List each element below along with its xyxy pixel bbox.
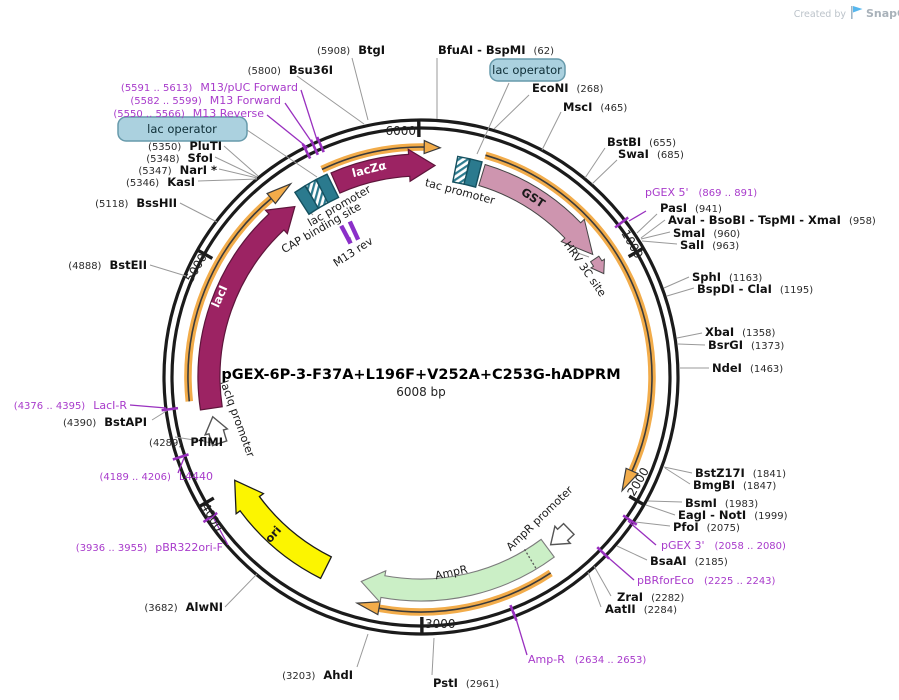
site-label-bsrgi[interactable]: BsrGI (1373) [708, 338, 784, 352]
site-label-kasi[interactable]: (5346) KasI [126, 175, 195, 189]
site-label-bmgbi[interactable]: BmgBI (1847) [693, 478, 776, 492]
snapgene-credit: Created by SnapGene [794, 6, 899, 20]
site-label-bsu36i[interactable]: (5800) Bsu36I [248, 63, 333, 77]
site-label-msci[interactable]: MscI (465) [563, 100, 627, 114]
feature-label-laciq-promoter[interactable]: lacIq promoter [217, 379, 257, 460]
site-label-pflmi[interactable]: (4289) PflMI [149, 435, 223, 449]
site-label-swai[interactable]: SwaI (685) [618, 147, 684, 161]
primer-label-pbr322ori-f[interactable]: (3936 .. 3955) pBR322ori-F [76, 541, 223, 554]
site-label-aatii[interactable]: AatII (2284) [605, 602, 677, 616]
credit-prefix-text: Created by [794, 9, 847, 20]
site-label-pluti[interactable]: (5350) PluTI [148, 139, 222, 153]
m13-rev-primer-bar[interactable] [347, 220, 361, 241]
ampr-feature-arc[interactable] [360, 538, 556, 604]
plasmid-length: 6008 bp [396, 385, 446, 399]
site-label-ahdi[interactable]: (3203) AhdI [282, 668, 353, 682]
primer-label-pgex3[interactable]: pGEX 3' (2058 .. 2080) [661, 539, 786, 552]
feature-label-m13-rev[interactable]: M13 rev [331, 234, 376, 269]
site-label-alwni[interactable]: (3682) AlwNI [144, 600, 223, 614]
primer-label-pgex5[interactable]: pGEX 5' (869 .. 891) [645, 186, 757, 199]
site-label-bstapi[interactable]: (4390) BstAPI [63, 415, 147, 429]
primer-label-pbrforeco[interactable]: pBRforEco (2225 .. 2243) [637, 574, 776, 587]
site-label-btgi[interactable]: (5908) BtgI [317, 43, 385, 57]
site-label-econi[interactable]: EcoNI (268) [532, 81, 603, 95]
credit-brand-text: SnapGene [866, 7, 899, 20]
site-label-psti[interactable]: PstI (2961) [433, 676, 499, 690]
lac-operator-box-right[interactable] [463, 158, 483, 188]
lac-operator-callout-right[interactable]: lac operator [489, 58, 566, 82]
primer-label-m13-reverse[interactable]: (5550 .. 5566) M13 Reverse [113, 107, 264, 120]
site-label-sphi[interactable]: SphI (1163) [692, 270, 762, 284]
site-label-nari[interactable]: (5347) NarI * [138, 163, 217, 177]
ampr-promoter-arrow[interactable] [549, 522, 576, 546]
site-label-bsteii[interactable]: (4888) BstEII [68, 258, 147, 272]
site-label-xbai[interactable]: XbaI (1358) [705, 325, 775, 339]
site-label-bfuai-bspmi[interactable]: BfuAI - BspMI (62) [438, 43, 554, 57]
lac-operator-callout-left[interactable]: lac operator [117, 116, 248, 142]
site-label-pfoi[interactable]: PfoI (2075) [673, 520, 740, 534]
primer-label-m13puc-forward[interactable]: (5591 .. 5613) M13/pUC Forward [121, 81, 298, 94]
site-label-bstbi[interactable]: BstBI (655) [607, 135, 676, 149]
site-label-bspdi-clai[interactable]: BspDI - ClaI (1195) [697, 282, 813, 296]
lac-operator-label-left[interactable]: lac operator [147, 122, 217, 136]
site-label-bsmi[interactable]: BsmI (1983) [685, 496, 758, 510]
site-label-sfoi[interactable]: (5348) SfoI [146, 151, 213, 165]
site-label-pasi[interactable]: PasI (941) [660, 201, 722, 215]
site-label-ndei[interactable]: NdeI (1463) [712, 361, 783, 375]
site-label-zrai[interactable]: ZraI (2282) [617, 590, 684, 604]
m13-rev-primer-bar[interactable] [339, 224, 353, 245]
tick-label-4000: 4000 [198, 501, 225, 534]
ori-feature-arc[interactable] [234, 479, 333, 580]
laciq-promoter-arrow[interactable] [203, 415, 229, 447]
laci-feature-arc[interactable] [197, 205, 296, 411]
primer-label-m13-forward[interactable]: (5582 .. 5599) M13 Forward [130, 94, 281, 107]
site-label-smai[interactable]: SmaI (960) [673, 226, 740, 240]
generated-arcs-layer [129, 57, 709, 676]
primer-label-amp-r[interactable]: Amp-R (2634 .. 2653) [528, 653, 646, 666]
primer-label-l4440[interactable]: (4189 .. 4206) L4440 [99, 470, 213, 483]
snapgene-logo-icon [851, 6, 863, 19]
site-label-bsshii[interactable]: (5118) BssHII [95, 196, 177, 210]
hrv-3c-site-feature-arc[interactable] [589, 255, 605, 275]
site-label-avai-cluster[interactable]: AvaI - BsoBI - TspMI - XmaI (958) [668, 213, 876, 227]
primer-label-laci-r[interactable]: (4376 .. 4395) LacI-R [14, 399, 128, 412]
lac-operator-label-right[interactable]: lac operator [492, 63, 562, 77]
site-label-eagi-noti[interactable]: EagI - NotI (1999) [678, 508, 788, 522]
plasmid-title: pGEX-6P-3-F37A+L196F+V252A+C253G-hADPRM [221, 367, 620, 383]
site-label-bstz17i[interactable]: BstZ17I (1841) [695, 466, 786, 480]
lac-operator-box-left[interactable] [315, 173, 340, 204]
site-label-sali[interactable]: SalI (963) [680, 238, 739, 252]
tick-label-3000: 3000 [425, 617, 456, 631]
tick-label-6000: 6000 [385, 124, 416, 138]
laczalpha-feature-arc[interactable] [330, 148, 437, 194]
site-label-bsaai[interactable]: BsaAI (2185) [650, 554, 728, 568]
gst-feature-arc[interactable] [478, 163, 594, 256]
